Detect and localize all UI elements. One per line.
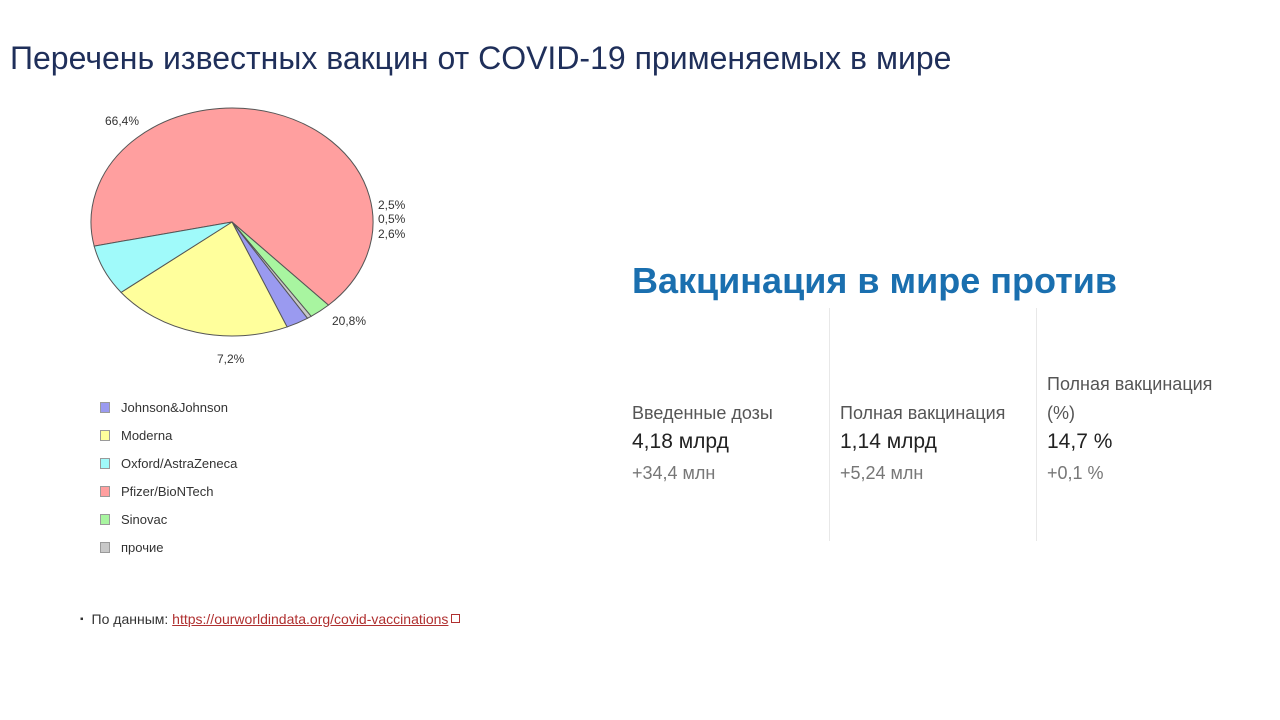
legend-swatch: [100, 457, 110, 469]
stat-value: 4,18 млрд: [632, 430, 729, 453]
stat-label: Полная вакцинация: [840, 403, 1006, 423]
stats-panel-title: Вакцинация в мире против: [632, 260, 1117, 301]
pie-slice-label: 7,2%: [217, 352, 245, 366]
pie-slice-label: 20,8%: [332, 314, 366, 328]
legend-item: Oxford/AstraZeneca: [100, 449, 237, 477]
legend-swatch: [100, 401, 110, 413]
stat-column-fully-vaccinated-percent: Полная вакцинация (%) 14,7 % +0,1 %: [1036, 308, 1243, 541]
legend-label: прочие: [121, 539, 164, 555]
legend-label: Oxford/AstraZeneca: [121, 455, 238, 471]
legend-label: Pfizer/BioNTech: [121, 483, 214, 499]
legend-swatch: [100, 485, 110, 497]
legend-swatch: [100, 429, 110, 441]
legend-item: Sinovac: [100, 505, 237, 533]
legend-label: Moderna: [121, 427, 173, 443]
stat-delta: +0,1 %: [1047, 463, 1104, 483]
legend-label: Sinovac: [121, 511, 168, 527]
source-label: По данным:: [91, 611, 169, 627]
source-link[interactable]: https://ourworldindata.org/covid-vaccina…: [172, 611, 449, 627]
stat-label: Полная вакцинация (%): [1047, 374, 1213, 423]
pie-slice-label: 0,5%: [378, 212, 406, 226]
legend-item: прочие: [100, 533, 237, 561]
pie-slice-label: 2,5%: [378, 198, 406, 212]
stat-delta: +34,4 млн: [632, 463, 716, 483]
stat-delta: +5,24 млн: [840, 463, 924, 483]
pie-slice-label: 2,6%: [378, 227, 406, 241]
pie-slice-pfizer-biontech: [90, 107, 374, 306]
pie-legend: Johnson&Johnson Moderna Oxford/AstraZeneca…: [100, 393, 237, 561]
legend-item: Moderna: [100, 421, 237, 449]
legend-item: Pfizer/BioNTech: [100, 477, 237, 505]
stat-column-doses: Введенные дозы 4,18 млрд +34,4 млн: [622, 308, 829, 541]
source-note: ▪ По данным: https://ourworldindata.org/c…: [80, 611, 461, 627]
vaccine-share-pie-chart: 66,4% 2,5%0,5%2,6% 20,8% 7,2%: [90, 107, 406, 366]
stat-value: 1,14 млрд: [840, 430, 937, 453]
pie-slice-oxford-astrazeneca: [93, 221, 233, 294]
legend-swatch: [100, 513, 110, 525]
legend-item: Johnson&Johnson: [100, 393, 237, 421]
stat-label: Введенные дозы: [632, 403, 773, 423]
stat-value: 14,7 %: [1047, 430, 1113, 453]
stat-column-fully-vaccinated: Полная вакцинация 1,14 млрд +5,24 млн: [829, 308, 1036, 541]
legend-swatch: [100, 541, 110, 553]
legend-label: Johnson&Johnson: [121, 399, 228, 415]
pie-slice-moderna: [120, 221, 288, 337]
external-link-icon: [451, 614, 461, 623]
bullet-icon: ▪: [80, 614, 84, 625]
slide-title: Перечень известных вакцин от COVID-19 пр…: [10, 40, 952, 76]
pie-slice-label: 66,4%: [105, 114, 139, 128]
